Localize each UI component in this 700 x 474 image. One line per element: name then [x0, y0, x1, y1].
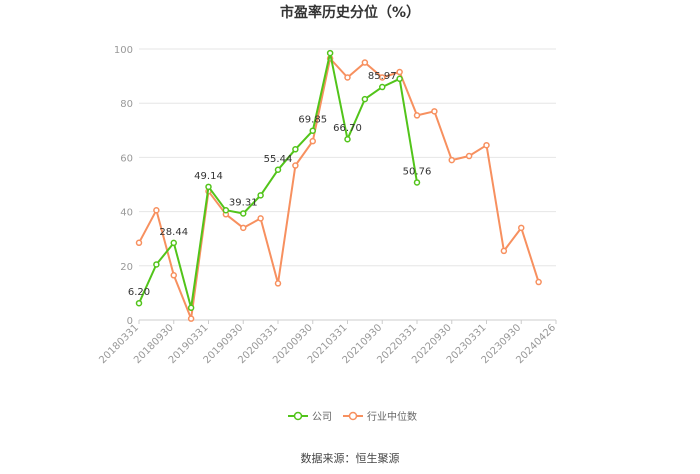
chart-title: 市盈率历史分位（%） [280, 4, 420, 21]
y-tick-label: 100 [114, 45, 133, 56]
legend-label: 公司 [312, 412, 332, 423]
data-label: 66.70 [333, 123, 362, 134]
y-tick-label: 80 [120, 99, 133, 110]
legend-marker-icon [293, 411, 303, 421]
data-point [483, 141, 490, 149]
y-tick-label: 0 [127, 316, 133, 327]
data-point [361, 95, 369, 103]
series-layer [135, 49, 542, 322]
data-point [170, 239, 177, 247]
data-label: 69.85 [298, 115, 327, 126]
y-tick-label: 60 [120, 153, 133, 164]
data-point [292, 146, 299, 153]
data-point [135, 299, 143, 307]
data-point [465, 152, 473, 160]
data-point [205, 183, 212, 191]
y-tick-label: 40 [120, 208, 133, 219]
data-label: 28.44 [159, 227, 188, 238]
data-point [326, 49, 334, 57]
data-point [187, 315, 195, 322]
data-label: 50.76 [403, 166, 432, 177]
data-label: 55.44 [264, 154, 293, 165]
data-point [170, 272, 177, 279]
data-label: 39.31 [229, 197, 258, 208]
data-point [448, 156, 455, 164]
legend-item[interactable]: 公司 [288, 411, 332, 423]
data-point [518, 224, 525, 232]
data-point [535, 278, 542, 286]
data-label: 85.97 [368, 71, 397, 82]
data-point [187, 304, 195, 312]
data-point [361, 59, 369, 66]
data-point [292, 162, 299, 169]
data-point [153, 206, 160, 214]
legend-marker-icon [348, 411, 358, 421]
data-point [396, 75, 403, 83]
data-point [379, 74, 386, 81]
data-point [344, 74, 351, 81]
data-point [257, 215, 264, 222]
y-axis: 0 20 40 60 80 100 [114, 45, 133, 327]
data-point [274, 280, 282, 287]
data-label: 49.14 [194, 171, 223, 182]
data-point [274, 166, 282, 174]
data-point [153, 261, 160, 268]
data-point [240, 210, 247, 217]
data-point [240, 224, 247, 232]
x-axis: 2018033120180930201903312019093020200331… [97, 320, 558, 366]
data-label: 6.20 [128, 287, 150, 298]
data-point [257, 192, 264, 199]
legend-item[interactable]: 行业中位数 [343, 410, 417, 423]
legend-label: 行业中位数 [367, 410, 417, 423]
data-point [379, 83, 386, 91]
data-point [396, 68, 403, 76]
data-point [344, 135, 351, 143]
y-tick-label: 20 [120, 262, 133, 273]
data-point [309, 137, 316, 145]
data-point [500, 247, 508, 255]
data-point [413, 112, 421, 119]
data-labels: 6.20 28.44 49.14 39.31 55.44 69.85 66.70 85.97 5… [128, 71, 431, 298]
source-note: 数据来源：恒生聚源 [301, 451, 400, 465]
data-point [309, 127, 316, 134]
data-point [413, 179, 421, 186]
series-line [138, 52, 418, 309]
data-point [431, 108, 438, 115]
data-point [222, 206, 230, 214]
legend[interactable]: 公司 行业中位数 [288, 410, 417, 423]
data-point [135, 239, 143, 247]
